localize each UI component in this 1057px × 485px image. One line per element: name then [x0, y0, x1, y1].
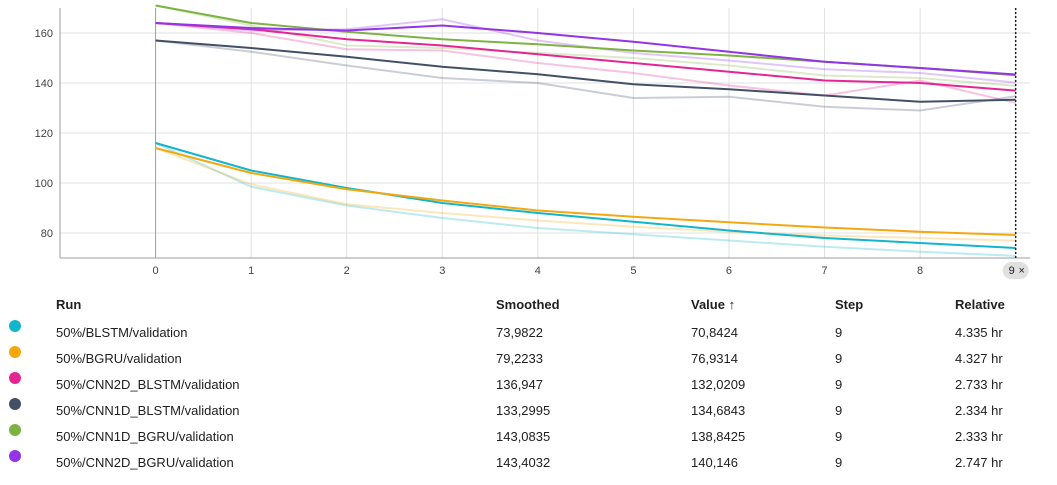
raw-value: 132,0209	[691, 377, 746, 392]
table-row[interactable]: 50%/CNN1D_BGRU/validation 143,0835 138,8…	[0, 424, 1057, 450]
x-tick-label: 1	[248, 265, 254, 277]
relative-time: 2.333 hr	[955, 429, 1003, 444]
raw-line-50-bgru-validation	[155, 147, 1016, 242]
table-row[interactable]: 50%/CNN2D_BLSTM/validation 136,947 132,0…	[0, 372, 1057, 398]
run-color-dot	[9, 398, 21, 410]
smoothed-value: 73,9822	[496, 325, 543, 340]
y-tick-label: 160	[35, 28, 53, 40]
raw-value: 140,146	[691, 455, 738, 470]
step-value: 9	[835, 377, 843, 392]
x-tick-label: 5	[630, 265, 636, 277]
step-value: 9	[835, 429, 843, 444]
x-tick-label: 0	[153, 265, 159, 277]
smoothed-line-50-blstm-validation	[155, 142, 1016, 250]
run-name: 50%/CNN2D_BLSTM/validation	[56, 377, 240, 392]
raw-value: 138,8425	[691, 429, 746, 444]
smoothed-line-50-cnn1d-blstm-validation	[155, 39, 1016, 103]
smoothed-line-50-cnn2d-bgru-validation	[155, 22, 1016, 76]
x-tick-label: 8	[917, 265, 923, 277]
relative-time: 4.327 hr	[955, 351, 1003, 366]
run-name: 50%/CNN1D_BGRU/validation	[56, 429, 234, 444]
run-name: 50%/BLSTM/validation	[56, 325, 188, 340]
run-color-dot	[9, 346, 21, 358]
smoothed-value: 133,2995	[496, 403, 551, 418]
smoothed-line-50-cnn2d-blstm-validation	[155, 22, 1016, 92]
close-icon[interactable]: ×	[1018, 265, 1024, 277]
smoothed-value: 79,2233	[496, 351, 543, 366]
run-name: 50%/BGRU/validation	[56, 351, 182, 366]
smoothed-value: 143,4032	[496, 455, 551, 470]
relative-time: 2.747 hr	[955, 455, 1003, 470]
chart-axes	[59, 8, 1030, 259]
raw-value: 134,6843	[691, 403, 746, 418]
header-relative[interactable]: Relative	[955, 297, 1005, 312]
relative-time: 2.733 hr	[955, 377, 1003, 392]
tick-labels: 80 100 120 140 160 0 1 2 3 4 5 6 7 8	[35, 28, 924, 277]
smoothed-value: 143,0835	[496, 429, 551, 444]
smoothed-value: 136,947	[496, 377, 543, 392]
x-tick-label: 2	[344, 265, 350, 277]
line-chart[interactable]: 9 × 80 100 120 140 160 0 1 2 3 4 5 6 7 8	[0, 0, 1057, 290]
relative-time: 4.335 hr	[955, 325, 1003, 340]
run-color-dot	[9, 450, 21, 462]
run-name: 50%/CNN2D_BGRU/validation	[56, 455, 234, 470]
x-tick-label: 4	[535, 265, 541, 277]
table-row[interactable]: 50%/BGRU/validation 79,2233 76,9314 9 4.…	[0, 346, 1057, 372]
y-tick-label: 140	[35, 78, 53, 90]
header-step[interactable]: Step	[835, 297, 864, 312]
run-color-dot	[9, 424, 21, 436]
run-name: 50%/CNN1D_BLSTM/validation	[56, 403, 240, 418]
raw-line-50-cnn1d-bgru-validation	[155, 4, 1016, 87]
raw-line-50-blstm-validation	[155, 142, 1016, 257]
step-value: 9	[835, 455, 843, 470]
x-tick-label: 3	[439, 265, 445, 277]
table-row[interactable]: 50%/CNN2D_BGRU/validation 143,4032 140,1…	[0, 450, 1057, 476]
smoothed-series-lines	[155, 4, 1016, 250]
x-tick-label: 7	[821, 265, 827, 277]
smoothed-line-50-bgru-validation	[155, 147, 1016, 236]
relative-time: 2.334 hr	[955, 403, 1003, 418]
raw-value: 70,8424	[691, 325, 738, 340]
table-row[interactable]: 50%/CNN1D_BLSTM/validation 133,2995 134,…	[0, 398, 1057, 424]
raw-series-lines	[155, 4, 1016, 257]
x-tick-label: 6	[726, 265, 732, 277]
table-header-row: Run Smoothed Value ↑ Step Relative	[0, 292, 1057, 318]
raw-line-50-cnn1d-blstm-validation	[155, 39, 1016, 112]
step-value: 9	[835, 325, 843, 340]
step-value: 9	[835, 351, 843, 366]
y-tick-label: 120	[35, 128, 53, 140]
header-value-sorted[interactable]: Value ↑	[691, 297, 736, 312]
header-run[interactable]: Run	[56, 297, 82, 312]
step-badge[interactable]	[1002, 262, 1029, 279]
step-value: 9	[835, 403, 843, 418]
run-color-dot	[9, 372, 21, 384]
table-row[interactable]: 50%/BLSTM/validation 73,9822 70,8424 9 4…	[0, 320, 1057, 346]
hover-step-indicator[interactable]: 9 ×	[1002, 8, 1029, 279]
header-smoothed[interactable]: Smoothed	[496, 297, 560, 312]
y-tick-label: 100	[35, 178, 53, 190]
raw-line-50-cnn2d-blstm-validation	[155, 22, 1016, 104]
y-tick-label: 80	[41, 228, 53, 240]
step-badge-label: 9	[1009, 265, 1015, 277]
run-color-dot	[9, 320, 21, 332]
raw-value: 76,9314	[691, 351, 738, 366]
